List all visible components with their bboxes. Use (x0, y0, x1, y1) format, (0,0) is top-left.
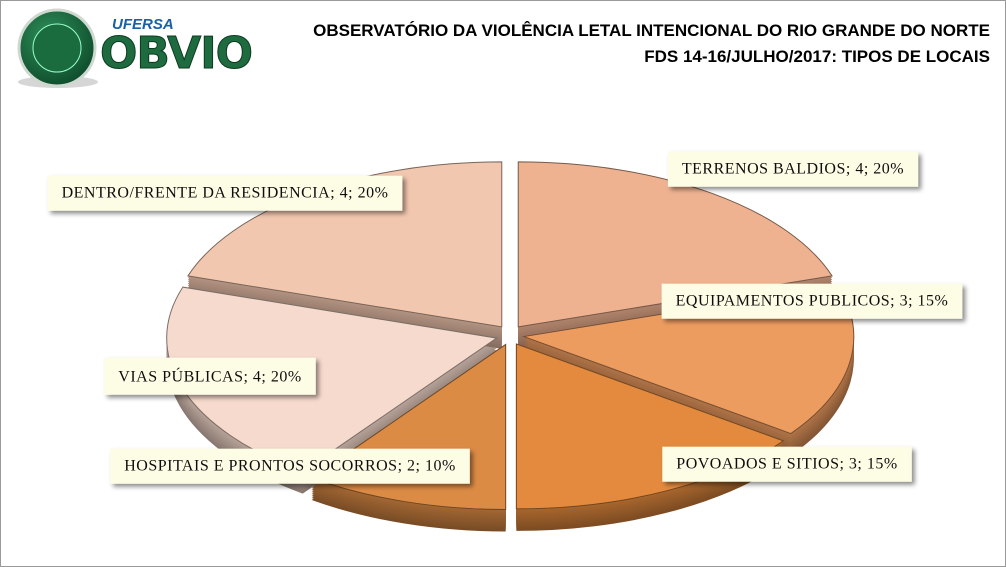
data-label-box: TERRENOS BALDIOS; 4; 20% (667, 151, 919, 187)
data-label-box: HOSPITAIS E PRONTOS SOCORROS; 2; 10% (110, 448, 470, 484)
label-background (667, 151, 919, 187)
data-label: TERRENOS BALDIOS; 4; 20% (682, 161, 904, 178)
chart-title: OBSERVATÓRIO DA VIOLÊNCIA LETAL INTENCIO… (313, 21, 990, 40)
data-label: POVOADOS E SITIOS; 3; 15% (676, 456, 897, 473)
label-background (661, 283, 963, 319)
data-label: EQUIPAMENTOS PUBLICOS; 3; 15% (676, 293, 949, 310)
logo: UFERSA OBVIO (17, 8, 254, 88)
org-name: UFERSA (112, 16, 174, 33)
label-background (110, 448, 470, 484)
label-background (104, 357, 316, 395)
logo-text: OBVIO (100, 28, 252, 79)
data-label-box: DENTRO/FRENTE DA RESIDENCIA; 4; 20% (47, 175, 403, 211)
label-background (47, 175, 403, 211)
chart-subtitle: FDS 14-16/JULHO/2017: TIPOS DE LOCAIS (644, 47, 990, 66)
data-label: VIAS PÚBLICAS; 4; 20% (118, 367, 301, 386)
data-label: DENTRO/FRENTE DA RESIDENCIA; 4; 20% (62, 185, 389, 202)
data-label-box: POVOADOS E SITIOS; 3; 15% (662, 446, 912, 482)
data-label-box: VIAS PÚBLICAS; 4; 20% (104, 357, 316, 395)
data-label: HOSPITAIS E PRONTOS SOCORROS; 2; 10% (124, 458, 456, 475)
data-label-box: EQUIPAMENTOS PUBLICOS; 3; 15% (661, 283, 963, 319)
label-background (662, 446, 912, 482)
